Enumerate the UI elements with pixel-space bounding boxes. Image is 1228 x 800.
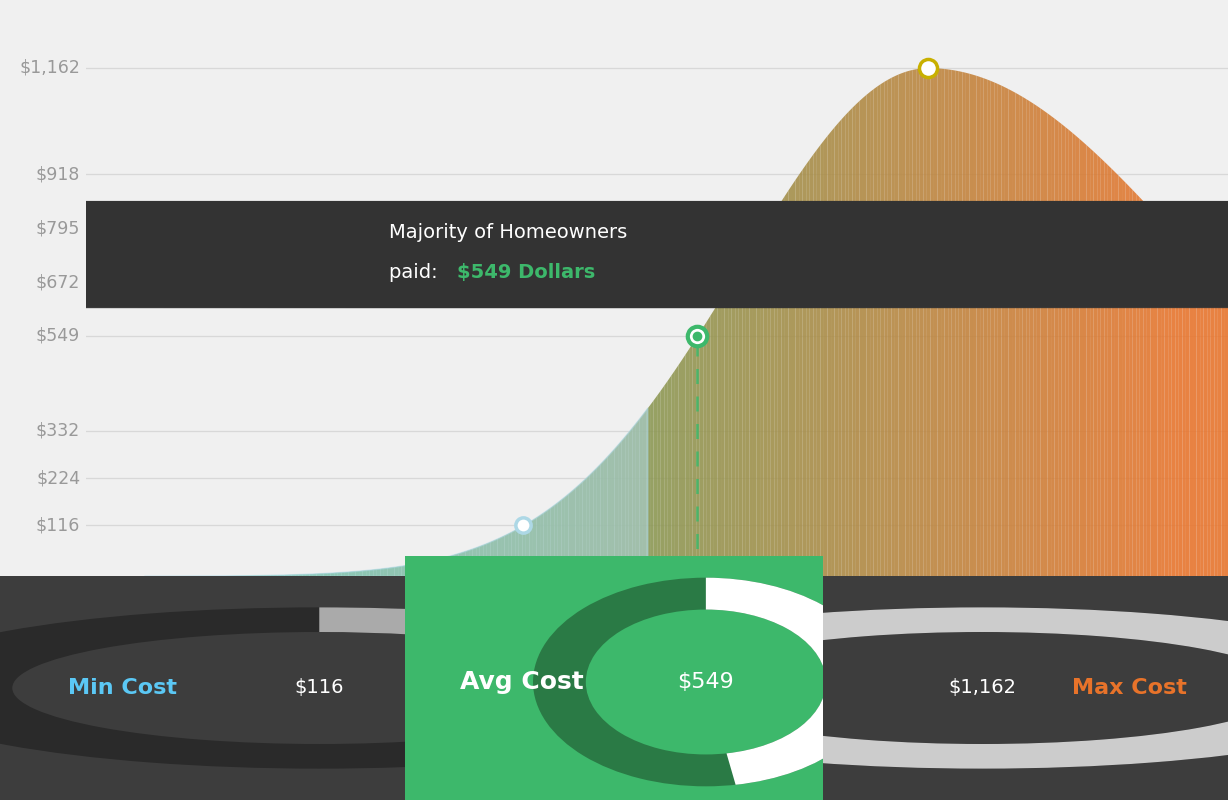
Wedge shape <box>540 607 1228 769</box>
Text: $116: $116 <box>36 516 80 534</box>
Text: paid:: paid: <box>389 263 443 282</box>
Text: $549: $549 <box>678 672 734 692</box>
Text: $672: $672 <box>36 273 80 291</box>
Text: Avg Cost: Avg Cost <box>460 670 585 694</box>
Text: $918: $918 <box>36 166 80 183</box>
Text: $1,162: $1,162 <box>948 678 1017 698</box>
Text: $549: $549 <box>36 327 80 345</box>
Wedge shape <box>533 578 879 786</box>
Text: $224: $224 <box>36 469 80 487</box>
Wedge shape <box>0 607 761 769</box>
Text: Max Cost: Max Cost <box>1072 678 1187 698</box>
Text: $116: $116 <box>295 678 344 698</box>
Text: Min Cost: Min Cost <box>69 678 177 698</box>
Text: $549 Dollars: $549 Dollars <box>457 263 594 282</box>
Text: Majority of Homeowners: Majority of Homeowners <box>389 222 628 242</box>
Wedge shape <box>319 607 578 642</box>
Text: $795: $795 <box>36 219 80 237</box>
FancyBboxPatch shape <box>0 201 1228 308</box>
Text: $332: $332 <box>36 422 80 440</box>
Text: $1,162: $1,162 <box>20 58 80 77</box>
Wedge shape <box>540 607 1228 769</box>
Polygon shape <box>700 242 729 266</box>
Wedge shape <box>706 578 879 785</box>
